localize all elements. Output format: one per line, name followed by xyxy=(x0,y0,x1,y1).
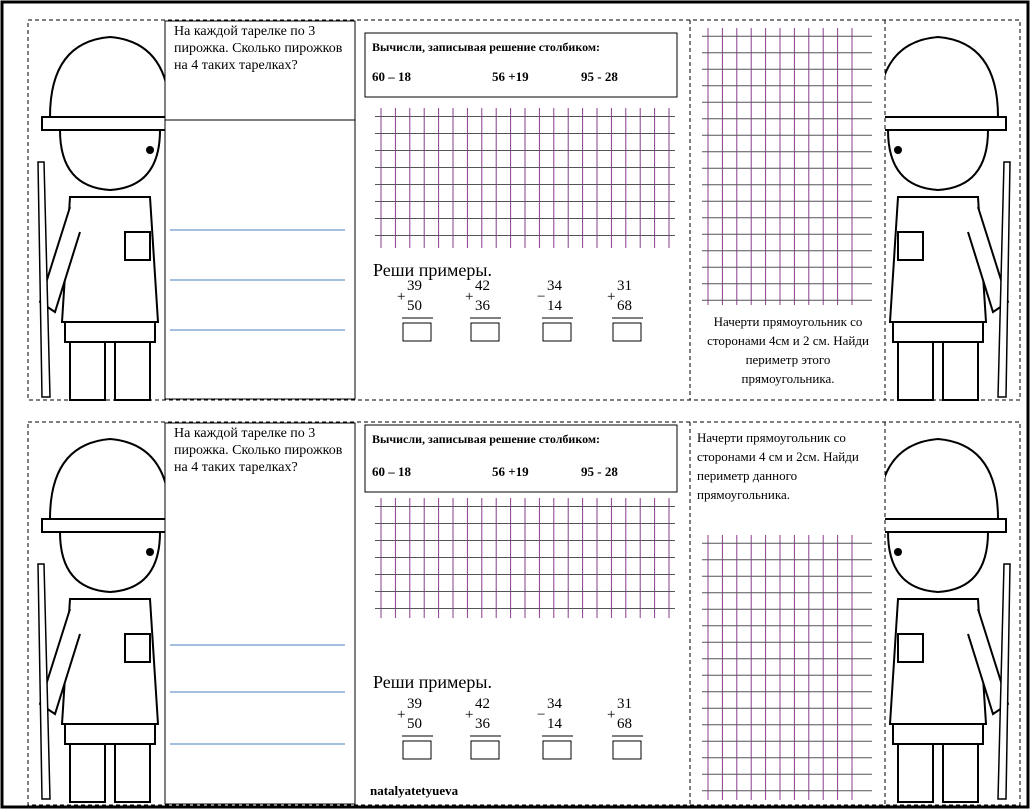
problem-box xyxy=(164,422,356,805)
answer-box xyxy=(542,740,572,760)
operand: 36 xyxy=(475,298,490,314)
operator: − xyxy=(537,707,546,723)
task-title: Вычисли, записывая решение столбиком: xyxy=(372,40,601,54)
answer-box xyxy=(470,740,500,760)
answer-box xyxy=(612,740,642,760)
operator: + xyxy=(465,707,474,723)
operand: 68 xyxy=(617,716,632,732)
operator: + xyxy=(397,289,406,305)
answer-box xyxy=(612,322,642,342)
operand: 31 xyxy=(617,278,632,294)
operator: + xyxy=(465,289,474,305)
expression: 95 - 28 xyxy=(581,69,618,84)
operand: 42 xyxy=(475,278,490,294)
examples-title: Реши примеры. xyxy=(373,672,492,692)
answer-box xyxy=(542,322,572,342)
operand: 14 xyxy=(547,298,562,314)
operand: 34 xyxy=(547,278,562,294)
footer: natalyatetyueva xyxy=(370,783,459,798)
operand: 31 xyxy=(617,696,632,712)
word-problem: На каждой тарелке по 3 пирожка. Сколько … xyxy=(174,426,343,475)
answer-box xyxy=(402,740,432,760)
answer-box xyxy=(470,322,500,342)
problem-box xyxy=(164,20,356,400)
middle-bg xyxy=(356,423,689,804)
operator: + xyxy=(607,289,616,305)
operand: 14 xyxy=(547,716,562,732)
expression: 60 – 18 xyxy=(372,464,411,479)
task-title: Вычисли, записывая решение столбиком: xyxy=(372,432,601,446)
operand: 50 xyxy=(407,716,422,732)
operator: + xyxy=(607,707,616,723)
soldier xyxy=(869,438,1011,803)
rectangle-task: Начерти прямоугольник со сторонами 4см и… xyxy=(707,314,869,386)
expression: 95 - 28 xyxy=(581,464,618,479)
expression: 60 – 18 xyxy=(372,69,411,84)
operand: 68 xyxy=(617,298,632,314)
task-box xyxy=(364,32,678,98)
card-border xyxy=(27,421,1021,806)
operand: 39 xyxy=(407,278,422,294)
operator: + xyxy=(397,707,406,723)
operator: − xyxy=(537,289,546,305)
expression: 56 +19 xyxy=(492,69,529,84)
answer-box xyxy=(402,322,432,342)
soldier xyxy=(37,438,179,803)
soldier xyxy=(37,36,179,401)
middle-bg xyxy=(356,21,689,399)
rectangle-task: Начерти прямоугольник со сторонами 4 см … xyxy=(697,430,859,502)
task-box xyxy=(364,424,678,493)
operand: 34 xyxy=(547,696,562,712)
soldier xyxy=(869,36,1011,401)
examples-title: Реши примеры. xyxy=(373,260,492,280)
expression: 56 +19 xyxy=(492,464,529,479)
operand: 42 xyxy=(475,696,490,712)
operand: 50 xyxy=(407,298,422,314)
operand: 36 xyxy=(475,716,490,732)
operand: 39 xyxy=(407,696,422,712)
word-problem: На каждой тарелке по 3 пирожка. Сколько … xyxy=(174,24,343,73)
